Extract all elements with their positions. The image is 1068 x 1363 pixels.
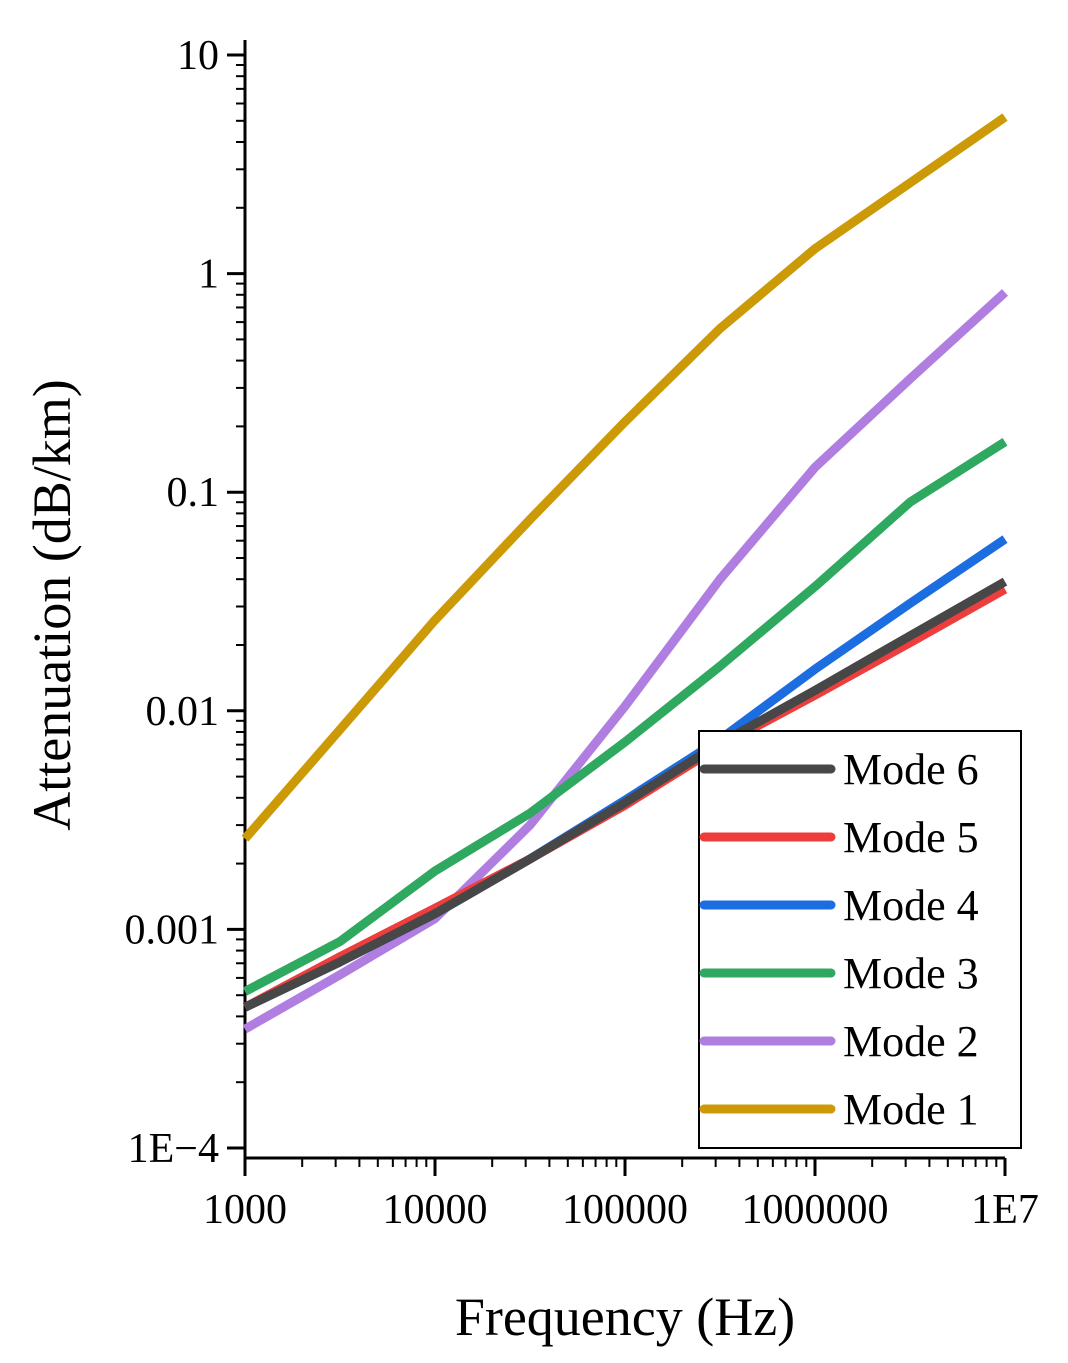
legend-label-mode-2: Mode 2 [843, 1017, 979, 1066]
y-tick-label: 0.1 [167, 470, 220, 516]
series-line-mode-1 [241, 113, 1008, 842]
x-tick-label: 1E7 [971, 1187, 1039, 1233]
x-tick-label: 1000000 [742, 1187, 889, 1233]
y-tick-label: 1 [198, 252, 219, 298]
legend-box [698, 730, 1022, 1149]
series-layer [241, 113, 1009, 1034]
y-tick-label: 1E−4 [128, 1126, 219, 1172]
x-axis-title: Frequency (Hz) [455, 1287, 795, 1347]
legend-label-mode-1: Mode 1 [843, 1085, 979, 1134]
y-axis-title: Attenuation (dB/km) [22, 379, 82, 830]
legend-label-mode-4: Mode 4 [843, 881, 979, 930]
legend-label-mode-3: Mode 3 [843, 949, 979, 998]
series-line-mode-6 [243, 577, 1008, 1012]
legend: Mode 6 Mode 5 Mode 4 Mode 3 Mode 2 Mode 1 [698, 730, 1022, 1149]
legend-label-mode-6: Mode 6 [843, 745, 979, 794]
x-tick-label: 100000 [562, 1187, 688, 1233]
y-tick-label: 0.001 [125, 907, 220, 953]
axes: 1000 10000 100000 1000000 1E7 1E−4 0.001 0.01 0.… [125, 33, 1039, 1233]
x-tick-label: 10000 [383, 1187, 488, 1233]
series-line-mode-2 [242, 289, 1009, 1034]
y-tick-label: 10 [177, 33, 219, 79]
series-line-mode-3 [242, 438, 1008, 996]
legend-label-mode-5: Mode 5 [843, 813, 979, 862]
y-tick-label: 0.01 [146, 689, 220, 735]
x-tick-label: 1000 [203, 1187, 287, 1233]
